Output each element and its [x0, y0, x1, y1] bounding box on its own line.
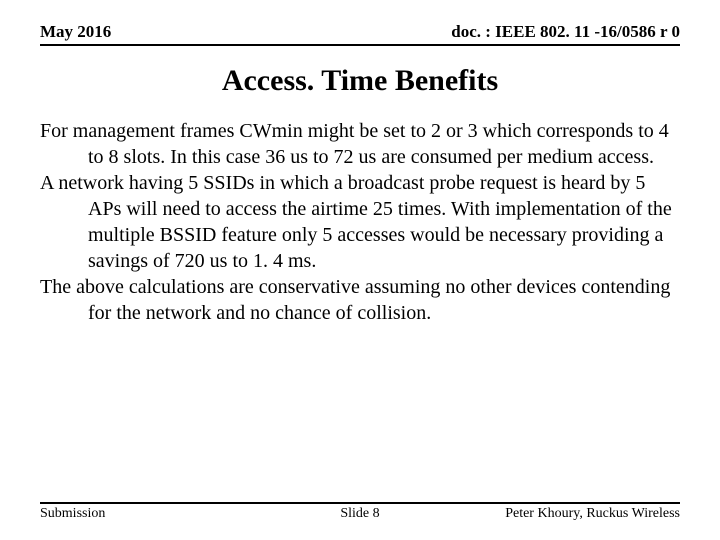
slide-page: May 2016 doc. : IEEE 802. 11 -16/0586 r … [0, 0, 720, 540]
footer-slide-number: Slide 8 [340, 506, 379, 522]
paragraph-2: A network having 5 SSIDs in which a broa… [40, 170, 680, 274]
footer: Submission Slide 8 Peter Khoury, Ruckus … [40, 502, 680, 522]
footer-row: Submission Slide 8 Peter Khoury, Ruckus … [40, 506, 680, 522]
footer-left: Submission [40, 506, 105, 522]
header-doc-id: doc. : IEEE 802. 11 -16/0586 r 0 [451, 22, 680, 42]
paragraph-1: For management frames CWmin might be set… [40, 118, 680, 170]
footer-author: Peter Khoury, Ruckus Wireless [505, 506, 680, 522]
footer-rule [40, 502, 680, 504]
slide-title: Access. Time Benefits [40, 64, 680, 98]
body-text: For management frames CWmin might be set… [40, 118, 680, 326]
header-date: May 2016 [40, 22, 111, 42]
paragraph-3: The above calculations are conservative … [40, 274, 680, 326]
header: May 2016 doc. : IEEE 802. 11 -16/0586 r … [40, 22, 680, 46]
